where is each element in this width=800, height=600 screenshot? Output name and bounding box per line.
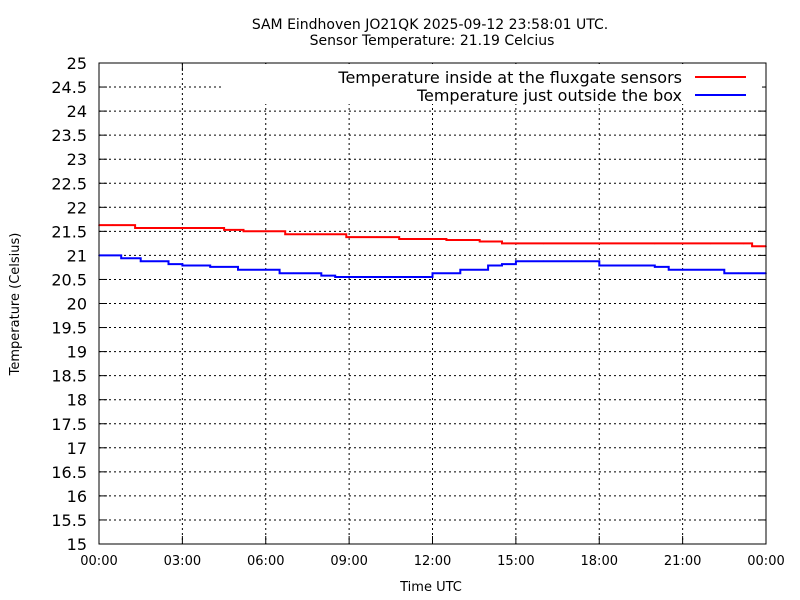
series-point-0 — [743, 242, 745, 245]
series-point-0 — [751, 245, 753, 248]
series-point-1 — [209, 266, 211, 268]
series-point-0 — [542, 242, 545, 245]
y-tick-label: 23.5 — [51, 126, 87, 145]
series-point-0 — [284, 233, 287, 235]
x-axis-ticks: 00:00 03:00 06:00 09:00 12:00 15:00 18:00 21:00… — [80, 63, 785, 569]
series-point-1 — [320, 274, 323, 277]
y-tick-label: 18 — [67, 391, 87, 410]
x-tick-label: 03:00 — [164, 554, 201, 569]
series-point-1 — [501, 263, 503, 265]
legend: Temperature inside at the fluxgate senso… — [337, 68, 746, 105]
series-point-0 — [376, 236, 378, 238]
series-point-0 — [134, 227, 136, 229]
y-tick-label: 19.5 — [51, 319, 87, 338]
y-tick-label: 15.5 — [51, 511, 87, 530]
y-tick-label: 22 — [67, 198, 87, 217]
series-point-1 — [459, 269, 462, 271]
y-tick-label: 21 — [67, 246, 87, 265]
series-point-0 — [654, 242, 656, 245]
series-point-0 — [398, 238, 401, 240]
series-point-1 — [278, 272, 281, 275]
series-point-1 — [139, 260, 142, 263]
y-tick-label: 15 — [67, 535, 87, 554]
series-point-1 — [570, 260, 573, 263]
x-axis-label: Time UTC — [399, 580, 462, 595]
y-tick-label: 18.5 — [51, 367, 87, 386]
legend-label-outside: Temperature just outside the box — [416, 86, 682, 105]
series-point-1 — [626, 264, 628, 267]
series-point-0 — [306, 233, 309, 235]
series-point-1 — [120, 257, 122, 260]
series-point-0 — [478, 240, 481, 243]
series-point-1 — [334, 276, 337, 278]
y-tick-label: 22.5 — [51, 174, 87, 193]
series-point-0 — [417, 238, 420, 240]
series-point-1 — [487, 264, 489, 267]
series-point-0 — [345, 236, 348, 238]
series-point-1 — [709, 269, 712, 271]
series-point-1 — [417, 276, 420, 278]
series-point-0 — [223, 229, 225, 231]
series-point-1 — [292, 272, 295, 275]
series-point-1 — [667, 269, 670, 271]
series-point-1 — [431, 272, 434, 275]
x-tick-label: 18:00 — [581, 554, 618, 569]
series-point-1 — [737, 272, 739, 275]
y-tick-label: 25 — [67, 54, 87, 73]
series-point-1 — [681, 269, 684, 271]
x-tick-label: 06:00 — [247, 554, 284, 569]
x-tick-label: 12:00 — [414, 554, 451, 569]
y-tick-label: 17.5 — [51, 415, 87, 434]
y-axis-ticks: 15 15.5 16 16.5 17 17.5 18 18.5 19 19.5 20 20.5 21 21… — [51, 54, 766, 554]
grid-lines — [99, 63, 766, 544]
series-point-1 — [584, 260, 587, 263]
y-tick-label: 16 — [67, 487, 87, 506]
series-point-1 — [723, 272, 726, 275]
plot-border — [98, 62, 767, 545]
series-point-1 — [542, 260, 545, 263]
y-tick-label: 17 — [67, 439, 87, 458]
legend-background — [222, 64, 762, 104]
y-tick-label: 20.5 — [51, 270, 87, 289]
series-point-1 — [515, 260, 517, 263]
series-point-1 — [167, 263, 170, 265]
x-tick-label: 09:00 — [330, 554, 367, 569]
y-tick-label: 24.5 — [51, 78, 87, 97]
series-point-0 — [501, 242, 503, 245]
series-point-0 — [709, 242, 712, 245]
series-point-0 — [242, 230, 245, 233]
series-point-0 — [181, 227, 184, 229]
series-point-1 — [237, 269, 239, 271]
y-tick-label: 21.5 — [51, 222, 87, 241]
y-tick-label: 16.5 — [51, 463, 87, 482]
x-tick-label: 00:00 — [80, 554, 117, 569]
series-point-0 — [445, 239, 448, 241]
series-point-1 — [654, 266, 656, 268]
y-tick-label: 19 — [67, 343, 87, 362]
series-point-1 — [376, 276, 378, 278]
series-point-0 — [112, 224, 114, 226]
chart-subtitle: Sensor Temperature: 21.19 Celcius — [310, 33, 555, 49]
series-point-0 — [598, 242, 601, 245]
y-tick-label: 23 — [67, 150, 87, 169]
y-axis-label: Temperature (Celsius) — [8, 233, 23, 377]
y-tick-label: 20 — [67, 295, 87, 314]
series-point-1 — [181, 264, 184, 267]
series-point-1 — [598, 264, 601, 267]
chart-title: SAM Eindhoven JO21QK 2025-09-12 23:58:01… — [252, 17, 608, 33]
x-tick-label: 21:00 — [664, 554, 701, 569]
series-line-0 — [99, 224, 766, 248]
x-tick-label: 15:00 — [497, 554, 534, 569]
y-tick-label: 24 — [67, 102, 87, 121]
legend-label-inside: Temperature inside at the fluxgate senso… — [337, 68, 682, 87]
x-tick-label: 00:00 — [747, 554, 784, 569]
